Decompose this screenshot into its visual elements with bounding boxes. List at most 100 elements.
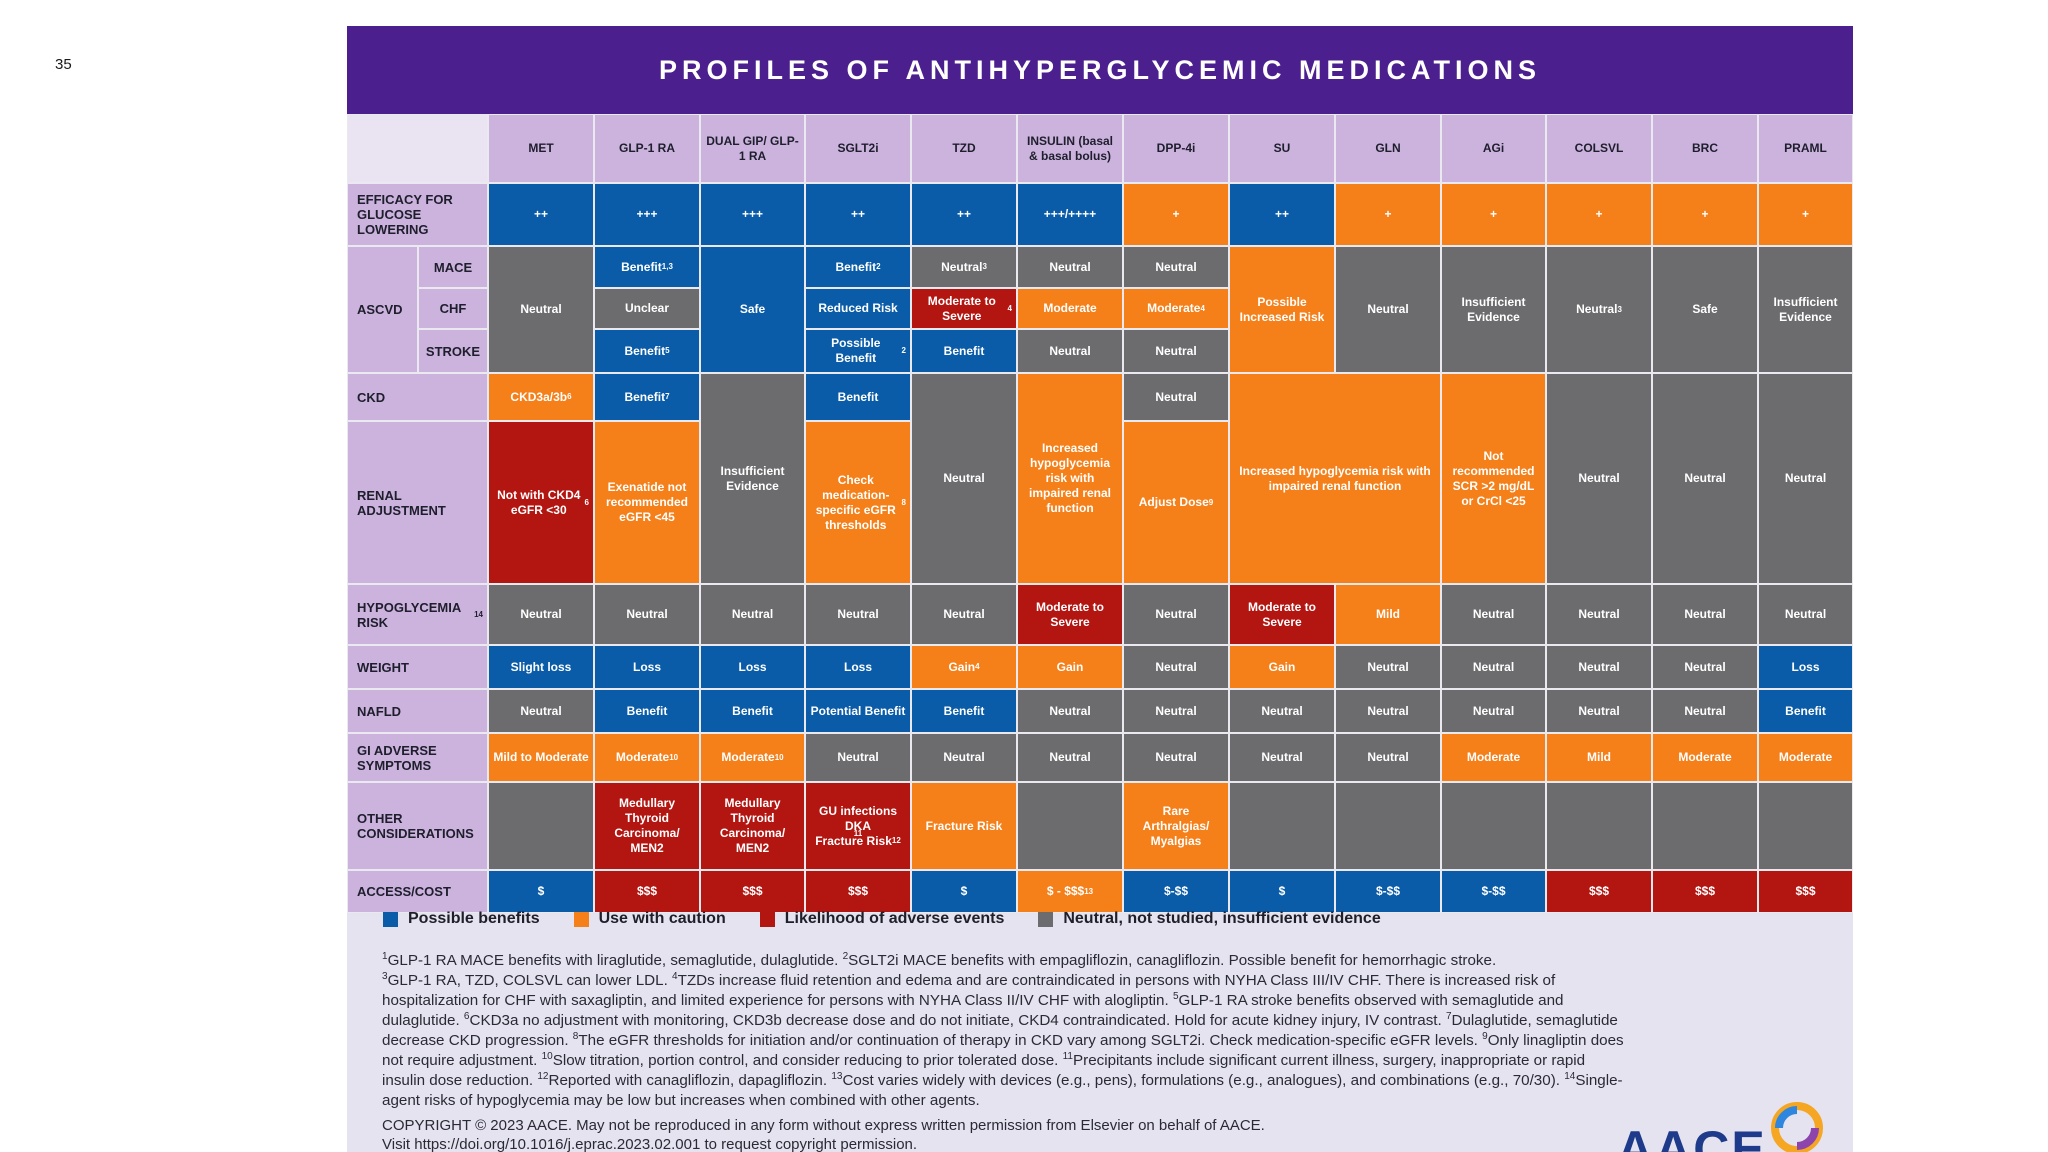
table-corner xyxy=(347,114,488,183)
cell-text: $-$$ xyxy=(1375,884,1401,898)
aace-logo: AACE xyxy=(1617,1098,1837,1152)
cell-text: Fracture Risk xyxy=(925,818,1003,833)
ckd-met: CKD3a/3b 6 xyxy=(488,373,594,421)
other-cell xyxy=(1652,782,1758,870)
cell-text: NAFLD xyxy=(357,703,402,719)
cell-text: WEIGHT xyxy=(357,659,409,675)
cell-text: Neutral xyxy=(1367,302,1409,316)
cell-text: DPP-4i xyxy=(1156,141,1196,155)
cell-text: GLP-1 RA xyxy=(618,141,675,155)
row-label-other: OTHER CONSIDERATIONS xyxy=(347,782,488,870)
column-header: SGLT2i xyxy=(805,114,911,183)
efficacy-cell: + xyxy=(1758,183,1853,246)
cell-text: +++ xyxy=(636,207,658,221)
ckd-praml: Neutral xyxy=(1758,373,1853,584)
cell-text: Neutral xyxy=(520,703,562,718)
cell-text: Mild xyxy=(1376,607,1400,621)
cell-text: Neutral xyxy=(1684,471,1726,485)
row-label-stroke: STROKE xyxy=(418,329,488,373)
chf-insulin: Moderate xyxy=(1017,288,1123,329)
cell-text: Neutral xyxy=(1684,607,1726,621)
footnote-14: Single-agent risks of hypoglycemia may b… xyxy=(382,1072,1623,1109)
ascvd-agi: Insufficient Evidence xyxy=(1441,246,1546,373)
cell-text: Neutral xyxy=(943,607,985,621)
weight-cell: Neutral xyxy=(1652,645,1758,689)
legend-label: Likelihood of adverse events xyxy=(784,910,1005,927)
footnote-11: Precipitants include significant current… xyxy=(382,1052,1586,1089)
cell-text: Benefit xyxy=(624,343,666,358)
chf-sglt2i: Reduced Risk xyxy=(805,288,911,329)
cell-text: $$$ xyxy=(1694,884,1716,898)
cell-text: MET xyxy=(528,141,554,155)
nafld-cell: Benefit xyxy=(700,689,805,733)
other-met xyxy=(488,782,594,870)
gi-cell: Mild xyxy=(1546,733,1652,782)
gi-cell: Neutral xyxy=(805,733,911,782)
cell-text: Moderate xyxy=(1678,750,1732,764)
hypoglycemia-cell: Neutral xyxy=(1652,584,1758,645)
cell-text: ++ xyxy=(956,207,971,221)
renal-glp1: Exenatide not recommended eGFR <45 xyxy=(594,421,700,584)
hypoglycemia-cell: Neutral xyxy=(805,584,911,645)
column-header: GLN xyxy=(1335,114,1441,183)
hypoglycemia-cell: Neutral xyxy=(594,584,700,645)
cell-text: Loss xyxy=(843,659,872,674)
legend-swatch-red xyxy=(759,911,775,927)
other-cell xyxy=(1229,782,1335,870)
nafld-cell: Benefit xyxy=(594,689,700,733)
stroke-dpp4i: Neutral xyxy=(1123,329,1229,373)
cell-text: Moderate xyxy=(1147,301,1201,315)
cell-text: Not with CKD4 eGFR <30 xyxy=(497,487,581,517)
mace-sglt2i: Benefit 2 xyxy=(805,246,911,288)
cell-text: ++ xyxy=(1274,207,1289,221)
cell-text: Neutral xyxy=(520,302,562,316)
cell-text: $ xyxy=(537,884,545,898)
cell-text: Neutral xyxy=(1784,607,1827,621)
gi-cell: Moderate 10 xyxy=(594,733,700,782)
cell-text: Neutral xyxy=(943,471,985,485)
nafld-cell: Potential Benefit xyxy=(805,689,911,733)
gi-cell: Moderate xyxy=(1758,733,1853,782)
ascvd-su: Possible Increased Risk xyxy=(1229,246,1335,373)
cell-text: Neutral xyxy=(1155,659,1197,674)
cell-text: Neutral xyxy=(1684,659,1726,674)
cell-text: Benefit xyxy=(621,259,662,274)
logo-text: AACE xyxy=(1617,1121,1767,1152)
column-header: INSULIN (basal & basal bolus) xyxy=(1017,114,1123,183)
other-cell xyxy=(1546,782,1652,870)
cell-text: Potential Benefit xyxy=(810,703,906,718)
row-label-weight: WEIGHT xyxy=(347,645,488,689)
cell-text: Neutral xyxy=(1049,343,1091,358)
other-cell xyxy=(1335,782,1441,870)
gi-cell: Neutral xyxy=(1017,733,1123,782)
row-label-efficacy: EFFICACY FOR GLUCOSE LOWERING xyxy=(347,183,488,246)
cell-text: +++/++++ xyxy=(1043,207,1097,221)
legend-swatch-gray xyxy=(1038,911,1054,927)
cell-text: GLN xyxy=(1375,141,1401,155)
nafld-cell: Benefit xyxy=(1758,689,1853,733)
hypoglycemia-cell: Mild xyxy=(1335,584,1441,645)
cell-text: Neutral xyxy=(731,607,774,621)
cost-cell: $$$ xyxy=(1546,870,1652,913)
cell-text: Moderate xyxy=(721,750,775,764)
cell-text: Increased hypoglycemia risk with impaire… xyxy=(1028,441,1112,515)
cost-cell: $$$ xyxy=(805,870,911,913)
other-insulin xyxy=(1017,782,1123,870)
cell-text: Check medication-specific eGFR threshold… xyxy=(815,472,896,532)
cost-cell: $ - $$$ 13 xyxy=(1017,870,1123,913)
row-label-hypoglycemia: HYPOGLYCEMIA RISK 14 xyxy=(347,584,488,645)
cell-text: Neutral xyxy=(1472,659,1515,674)
cell-text: CKD xyxy=(357,389,386,405)
cell-text: Adjust Dose xyxy=(1138,495,1209,509)
footnote-1: GLP-1 RA MACE benefits with liraglutide,… xyxy=(387,952,843,969)
other-sglt2i: GU infections DKA 11 Fracture Risk 12 xyxy=(805,782,911,870)
cell-text: Neutral xyxy=(1472,703,1515,718)
cell-text: CKD3a/3b xyxy=(510,389,568,404)
cell-text: $ - $$$ xyxy=(1046,884,1085,898)
cell-text: Loss xyxy=(632,659,661,674)
cell-text: Slight loss xyxy=(510,659,572,674)
copyright-notice: COPYRIGHT © 2023 AACE. May not be reprod… xyxy=(382,1116,1482,1152)
cost-cell: $ xyxy=(1229,870,1335,913)
cell-text: Moderate to Severe xyxy=(927,293,996,323)
column-header: AGi xyxy=(1441,114,1546,183)
